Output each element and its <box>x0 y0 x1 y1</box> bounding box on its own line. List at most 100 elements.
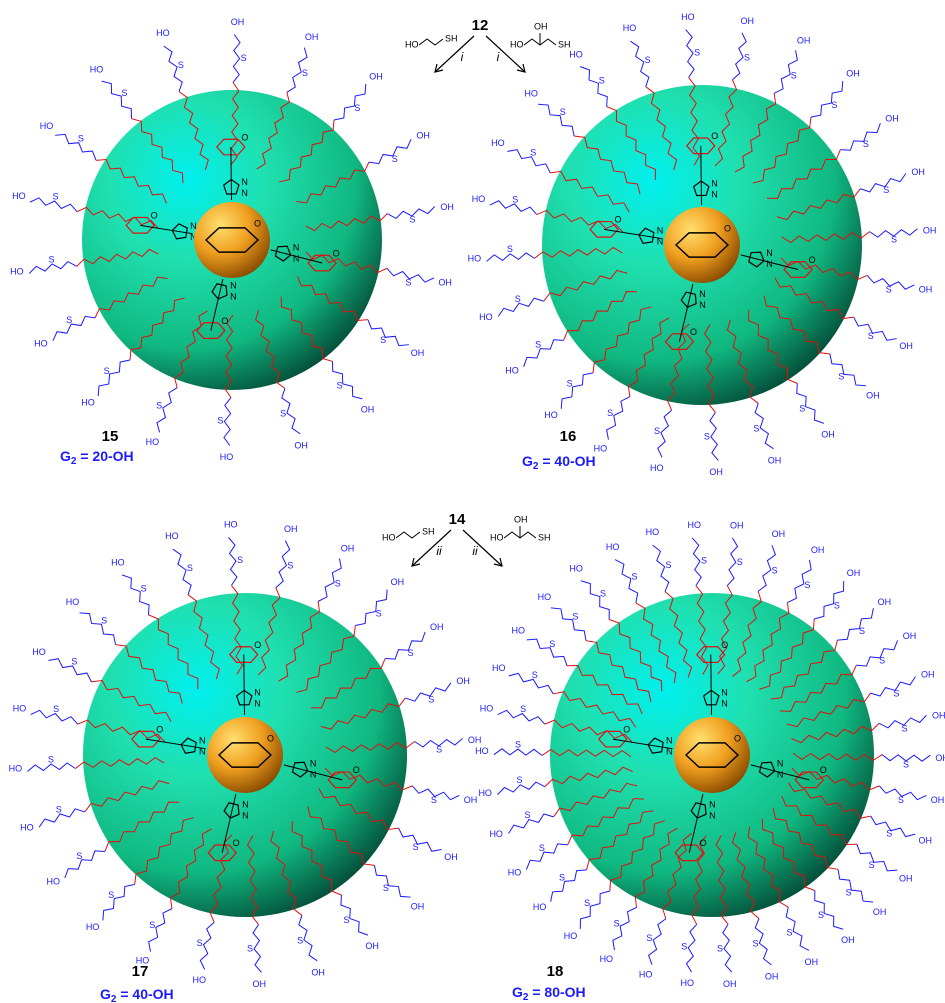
ring-oxygen: O <box>241 132 248 142</box>
hydroxyl: OH <box>438 278 452 288</box>
blue-linker <box>723 924 732 972</box>
thioether-s: S <box>584 898 590 908</box>
hydroxyl: OH <box>899 873 913 883</box>
thioether-s: S <box>645 55 651 65</box>
hydroxyl: OH <box>311 968 325 978</box>
thioether-s: S <box>868 331 874 341</box>
ring-oxygen: O <box>233 838 240 848</box>
thioether-s: S <box>76 851 82 861</box>
thioether-s: S <box>539 843 545 853</box>
ring-oxygen: O <box>254 640 261 650</box>
reagent-chain <box>396 532 420 538</box>
hydroxyl: HO <box>10 267 24 277</box>
triazole-n: N <box>242 811 249 821</box>
thioether-s: S <box>392 154 398 164</box>
intermediate-number: 14 <box>449 511 466 528</box>
blue-linker <box>524 340 564 367</box>
hydroxyl: HO <box>66 597 80 607</box>
hydroxyl: HO <box>46 877 60 887</box>
hydroxyl: OH <box>847 568 861 578</box>
thioether-s: S <box>859 626 865 636</box>
thioether-s: S <box>532 670 538 680</box>
triazole-n: N <box>242 800 249 810</box>
reagent-oh: OH <box>534 21 548 31</box>
blue-linker <box>580 891 610 929</box>
thioether-s: S <box>354 103 360 113</box>
blue-linker <box>854 317 897 340</box>
thioether-s: S <box>701 555 707 565</box>
ring-oxygen: O <box>820 765 827 775</box>
hydroxyl: OH <box>921 670 935 680</box>
ring-oxygen: O <box>711 131 718 141</box>
hydroxyl: OH <box>440 202 454 212</box>
hydroxyl: HO <box>623 23 637 33</box>
triazole-n: N <box>199 746 206 756</box>
thioether-s: S <box>436 744 442 754</box>
hydroxyl: OH <box>866 390 880 400</box>
hydroxyl: OH <box>361 404 375 414</box>
hydroxyl: HO <box>32 647 46 657</box>
thioether-s: S <box>681 942 687 952</box>
ring-oxygen: O <box>353 765 360 775</box>
blue-linker <box>39 809 85 827</box>
thioether-s: S <box>53 704 59 714</box>
hydroxyl: HO <box>478 788 492 798</box>
blue-linker <box>840 123 880 150</box>
blue-linker <box>838 869 873 902</box>
thioether-s: S <box>197 938 203 948</box>
hydroxyl: OH <box>772 529 786 539</box>
thioether-s: S <box>178 60 184 70</box>
thioether-s: S <box>665 560 671 570</box>
core-oxygen: O <box>267 733 274 743</box>
hydroxyl: OH <box>341 543 355 553</box>
compound-number: 18 <box>547 963 564 980</box>
blue-linker <box>355 590 387 626</box>
thioether-s: S <box>787 927 793 937</box>
hydroxyl: OH <box>444 852 458 862</box>
thioether-s: S <box>694 47 700 57</box>
hydroxyl: HO <box>475 746 489 756</box>
hydroxyl: HO <box>13 704 27 714</box>
hydroxyl: OH <box>878 597 892 607</box>
hydroxyl: HO <box>480 704 494 714</box>
blue-linker <box>710 412 718 460</box>
thioether-s: S <box>838 372 844 382</box>
hydroxyl: OH <box>468 735 482 745</box>
reagent-ho: HO <box>405 39 419 49</box>
thioether-s: S <box>646 933 652 943</box>
reagent-sh: SH <box>558 39 571 49</box>
triazole-n: N <box>310 758 317 768</box>
thioether-s: S <box>869 860 875 870</box>
thioether-s: S <box>886 829 892 839</box>
hydroxyl: OH <box>903 631 917 641</box>
thioether-s: S <box>654 426 660 436</box>
blue-linker <box>80 613 116 645</box>
thioether-s: S <box>149 920 155 930</box>
blue-linker <box>692 538 701 586</box>
triazole-n: N <box>766 259 773 269</box>
thioether-s: S <box>891 235 897 245</box>
gen-rest: = 20-OH <box>76 448 133 464</box>
hydroxyl: HO <box>569 564 583 574</box>
hydroxyl: OH <box>797 35 811 45</box>
thioether-s: S <box>549 639 555 649</box>
hydroxyl: OH <box>765 972 779 982</box>
blue-linker <box>538 104 574 136</box>
thioether-s: S <box>600 589 606 599</box>
thioether-s: S <box>408 648 414 658</box>
ring-oxygen: O <box>156 725 163 735</box>
triazole-n: N <box>254 699 260 709</box>
thioether-s: S <box>431 795 437 805</box>
triazole-n: N <box>241 188 248 198</box>
thioether-s: S <box>831 100 837 110</box>
thioether-s: S <box>380 335 386 345</box>
thioether-s: S <box>187 563 193 573</box>
thioether-s: S <box>804 580 810 590</box>
hydroxyl: HO <box>681 978 695 988</box>
hydroxyl: OH <box>931 795 945 805</box>
hydroxyl: OH <box>919 836 933 846</box>
hydroxyl: OH <box>741 16 755 26</box>
thioether-s: S <box>48 254 54 264</box>
thioether-s: S <box>753 939 759 949</box>
generation-label: G2 = 20-OH <box>60 448 134 467</box>
